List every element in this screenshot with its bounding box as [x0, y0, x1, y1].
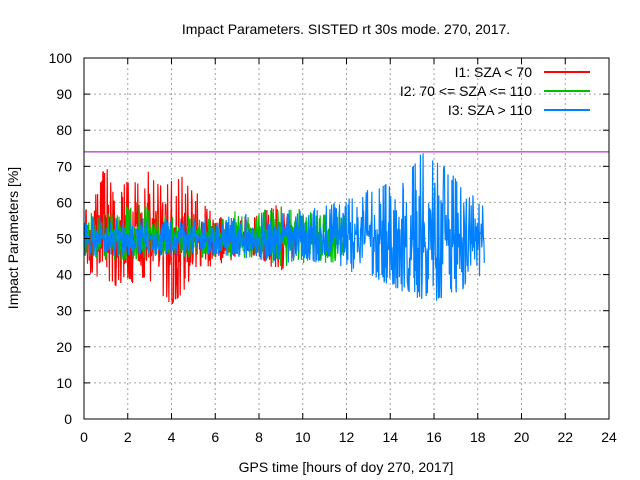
- y-tick-label: 30: [56, 303, 72, 319]
- legend: I1: SZA < 70 I2: 70 <= SZA <= 110 I3: SZA …: [400, 64, 590, 118]
- y-tick-label: 40: [56, 267, 72, 283]
- y-tick-label: 100: [49, 50, 73, 66]
- x-tick-label: 0: [80, 429, 88, 445]
- x-tick-label: 14: [382, 429, 398, 445]
- y-tick-label: 60: [56, 194, 72, 210]
- y-tick-label: 80: [56, 122, 72, 138]
- y-tick-label: 20: [56, 339, 72, 355]
- y-tick-label: 90: [56, 86, 72, 102]
- y-tick-label: 0: [64, 411, 72, 427]
- axis-ticks: 0 2 4 6 8 10 12 14 16 18 20 22 240102030405060708090…: [49, 50, 617, 445]
- x-tick-label: 8: [255, 429, 263, 445]
- chart-title: Impact Parameters. SISTED rt 30s mode. 2…: [182, 21, 510, 37]
- y-tick-label: 70: [56, 158, 72, 174]
- x-tick-label: 4: [168, 429, 176, 445]
- x-tick-label: 10: [295, 429, 311, 445]
- legend-label-2: I2: 70 <= SZA <= 110: [400, 83, 532, 99]
- series-line-3: [83, 153, 485, 301]
- x-tick-label: 20: [514, 429, 530, 445]
- x-tick-label: 6: [211, 429, 219, 445]
- x-tick-label: 22: [557, 429, 573, 445]
- data-series: [83, 153, 485, 304]
- legend-label-1: I1: SZA < 70: [455, 64, 533, 80]
- x-axis-label: GPS time [hours of doy 270, 2017]: [239, 459, 454, 475]
- x-tick-label: 12: [339, 429, 355, 445]
- y-tick-label: 10: [56, 375, 72, 391]
- x-tick-label: 2: [124, 429, 132, 445]
- x-tick-label: 24: [601, 429, 617, 445]
- legend-label-3: I3: SZA > 110: [448, 102, 532, 118]
- x-tick-label: 18: [470, 429, 486, 445]
- y-axis-label: Impact Parameters [%]: [5, 167, 21, 309]
- x-tick-label: 16: [426, 429, 442, 445]
- y-tick-label: 50: [56, 231, 72, 247]
